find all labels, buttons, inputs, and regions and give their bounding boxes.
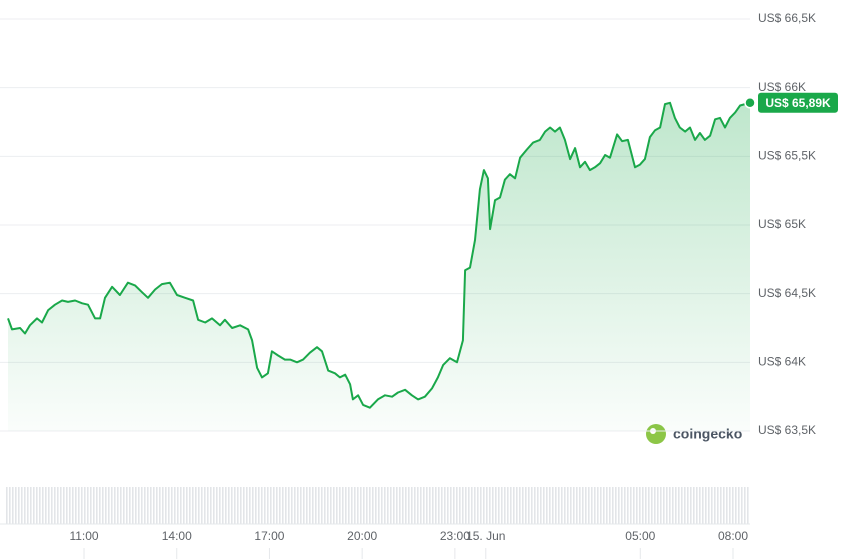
y-tick-label: US$ 66,5K — [758, 11, 816, 25]
volume-strip — [6, 487, 750, 524]
x-tick-label: 20:00 — [347, 529, 377, 543]
x-tick-label: 17:00 — [254, 529, 284, 543]
y-tick-label: US$ 64K — [758, 355, 806, 369]
x-tick-label: 15. Jun — [466, 529, 505, 543]
x-tick-label: 23:00 — [440, 529, 470, 543]
y-tick-label: US$ 64,5K — [758, 286, 816, 300]
x-tick-label: 05:00 — [625, 529, 655, 543]
y-tick-label: US$ 66K — [758, 80, 806, 94]
x-tick-label: 08:00 — [718, 529, 748, 543]
current-dot — [744, 97, 756, 109]
price-line — [7, 101, 751, 409]
y-tick-label: US$ 65,5K — [758, 149, 816, 163]
x-tick-label: 11:00 — [69, 529, 98, 543]
y-tick-label: US$ 63,5K — [758, 423, 816, 437]
current-badge — [758, 92, 838, 113]
current-label: US$ 65,89K — [765, 96, 831, 110]
price-area — [8, 102, 750, 432]
x-tick-label: 14:00 — [162, 529, 192, 543]
y-tick-label: US$ 65K — [758, 217, 806, 231]
